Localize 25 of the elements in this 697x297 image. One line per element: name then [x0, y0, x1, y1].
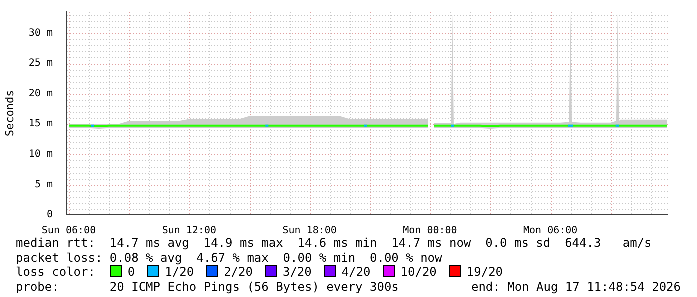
- legend-label: 1/20: [165, 265, 194, 280]
- legend-label: 2/20: [224, 265, 253, 280]
- legend-label: 10/20: [400, 265, 437, 280]
- text: end: Mon Aug 17 11:48:54 2026: [471, 280, 681, 294]
- text: packet loss: 0.08 % avg 4.67 % max 0.00 % min 0.00 % now: [16, 250, 442, 266]
- x-tick-label: Mon 06:00: [524, 226, 578, 237]
- x-tick-label: Sun 18:00: [282, 226, 337, 237]
- legend-label: 19/20: [466, 265, 504, 280]
- y-tick-label: 20 m: [28, 88, 53, 100]
- x-tick-label: Sun 12:00: [162, 226, 216, 237]
- y-tick-label: 0: [46, 210, 53, 221]
- y-tick-label: 15 m: [28, 118, 53, 130]
- x-tick-label: Mon 00:00: [403, 226, 458, 237]
- y-tick-label: 25 m: [28, 58, 53, 70]
- text: median rtt: 14.7 ms avg 14.9 ms max 14.6 ms min 14.7 ms now 0.0 ms sd 644.3 am/s: [16, 236, 652, 251]
- y-tick-label: 10 m: [28, 148, 53, 160]
- legend-label: 0: [128, 265, 136, 280]
- y-axis-title: Seconds: [3, 90, 16, 137]
- y-tick-label: 5 m: [34, 179, 53, 190]
- text: probe: 20 ICMP Echo Pings (56 Bytes) every 300s: [16, 280, 399, 294]
- legend-label: 4/20: [342, 265, 371, 280]
- legend-title: loss color:: [16, 265, 96, 280]
- x-tick-label: Sun 06:00: [42, 226, 96, 237]
- legend-label: 3/20: [282, 265, 312, 280]
- y-tick-label: 30 m: [28, 28, 53, 39]
